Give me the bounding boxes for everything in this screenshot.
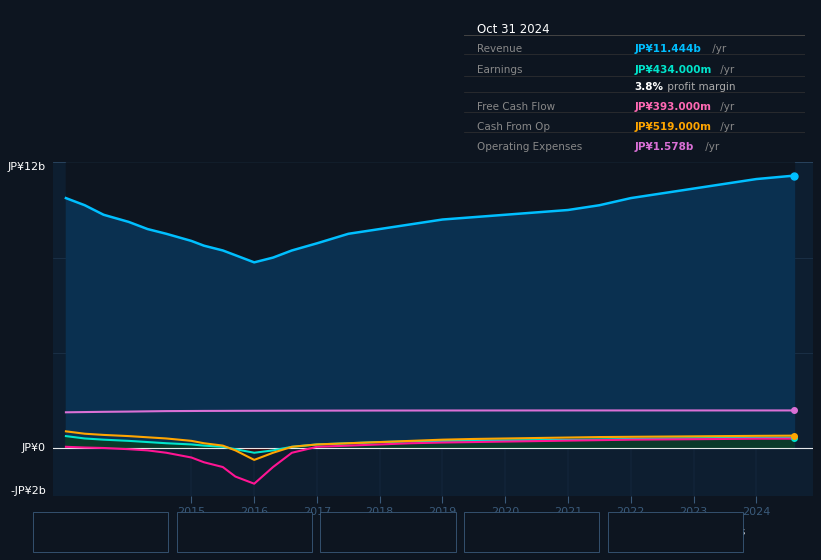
Text: Free Cash Flow: Free Cash Flow	[478, 102, 556, 112]
Text: ●: ●	[333, 525, 344, 539]
Text: /yr: /yr	[709, 44, 727, 54]
Text: /yr: /yr	[717, 102, 734, 112]
Text: ●: ●	[45, 525, 57, 539]
Text: ●: ●	[476, 525, 488, 539]
Text: Cash From Op: Cash From Op	[478, 122, 551, 132]
Text: Oct 31 2024: Oct 31 2024	[478, 23, 550, 36]
Text: /yr: /yr	[717, 122, 734, 132]
Text: Cash From Op: Cash From Op	[497, 527, 570, 537]
Text: Operating Expenses: Operating Expenses	[640, 527, 745, 537]
Text: ●: ●	[620, 525, 631, 539]
Text: Operating Expenses: Operating Expenses	[478, 142, 583, 152]
Text: -JP¥2b: -JP¥2b	[10, 486, 46, 496]
Text: /yr: /yr	[717, 66, 734, 76]
Text: JP¥12b: JP¥12b	[7, 162, 46, 172]
Text: JP¥11.444b: JP¥11.444b	[635, 44, 701, 54]
Text: JP¥519.000m: JP¥519.000m	[635, 122, 711, 132]
Text: JP¥393.000m: JP¥393.000m	[635, 102, 711, 112]
Text: Free Cash Flow: Free Cash Flow	[353, 527, 431, 537]
Text: JP¥1.578b: JP¥1.578b	[635, 142, 694, 152]
Text: JP¥0: JP¥0	[22, 443, 46, 453]
Text: Earnings: Earnings	[209, 527, 255, 537]
Text: /yr: /yr	[702, 142, 719, 152]
Text: Earnings: Earnings	[478, 66, 523, 76]
Text: 3.8%: 3.8%	[635, 82, 663, 92]
Text: Revenue: Revenue	[478, 44, 523, 54]
Text: profit margin: profit margin	[664, 82, 736, 92]
Text: ●: ●	[189, 525, 200, 539]
Text: JP¥434.000m: JP¥434.000m	[635, 66, 712, 76]
Text: Revenue: Revenue	[66, 527, 111, 537]
